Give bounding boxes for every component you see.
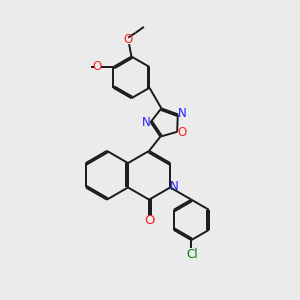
Text: N: N xyxy=(142,116,151,129)
Text: N: N xyxy=(178,107,186,120)
Text: N: N xyxy=(169,180,178,193)
Text: Cl: Cl xyxy=(186,248,198,261)
Text: O: O xyxy=(144,214,155,227)
Text: O: O xyxy=(92,60,101,73)
Text: O: O xyxy=(177,126,186,139)
Text: O: O xyxy=(124,33,133,46)
